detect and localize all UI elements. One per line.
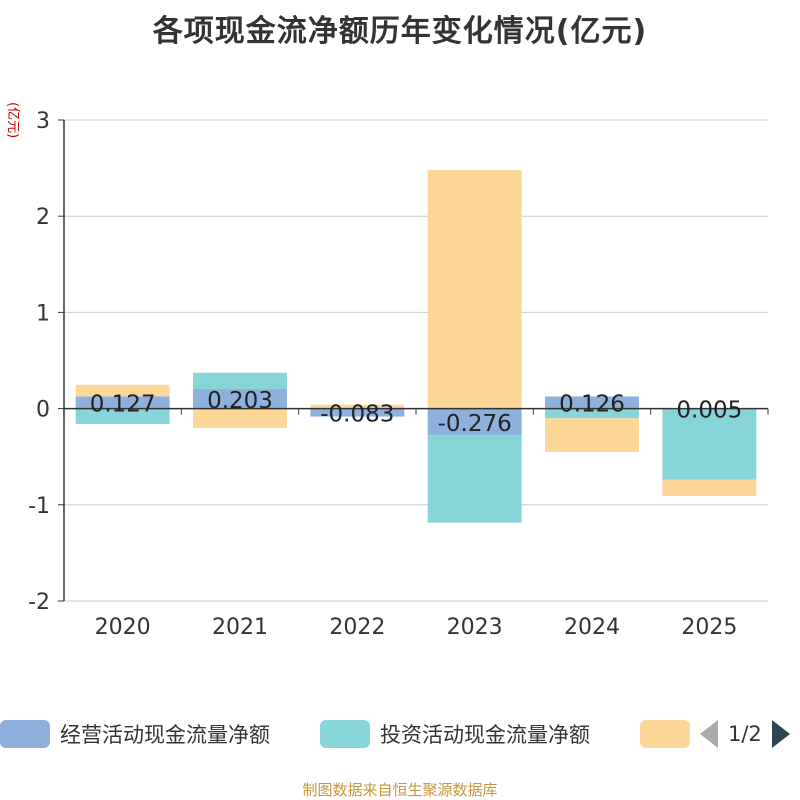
bar-segment-2020-series-0 (75, 396, 170, 409)
y-tick-label: 1 (36, 301, 50, 326)
x-tick-label: 2022 (329, 615, 385, 640)
bar-segment-2022-series-2 (310, 404, 405, 408)
y-tick-label: 2 (36, 205, 50, 230)
legend-swatch-third-series (640, 720, 690, 748)
legend-item-third-series[interactable] (640, 718, 700, 750)
data-label-2024: 0.126 (559, 392, 625, 418)
bar-segment-2021-series-1 (193, 372, 287, 390)
data-label-2022: -0.083 (320, 402, 394, 428)
legend-label-investing: 投资活动现金流量净额 (380, 723, 590, 747)
legend-pager: 1/2 (700, 718, 790, 750)
legend-item-operating[interactable]: 经营活动现金流量净额 (0, 718, 270, 750)
data-label-2020: 0.127 (90, 391, 156, 417)
y-tick-label: 3 (36, 109, 50, 134)
chevron-left-icon[interactable] (700, 720, 718, 748)
x-tick-label: 2025 (681, 615, 737, 640)
bar-segment-2024-series-1 (545, 408, 639, 419)
y-tick-label: 0 (36, 398, 50, 423)
x-tick-label: 2020 (95, 615, 151, 640)
legend-page-indicator: 1/2 (728, 722, 762, 746)
data-label-2025: 0.005 (676, 397, 742, 423)
bar-segment-2024-series-2 (545, 418, 639, 452)
x-tick-label: 2021 (212, 615, 268, 640)
bar-segment-2025-series-2 (662, 479, 757, 497)
x-tick-label: 2024 (564, 615, 620, 640)
y-tick-label: -2 (28, 590, 50, 615)
chart-title: 各项现金流净额历年变化情况(亿元) (152, 14, 648, 49)
bar-segment-2023-series-2 (427, 170, 522, 409)
data-source-note: 制图数据来自恒生聚源数据库 (302, 781, 498, 799)
stacked-bar-chart: 3 2 1 0 -1 -2 2020 2021 2022 2023 2024 2025 0.127 0.2… (28, 109, 769, 640)
bar-segment-2020-series-2 (75, 384, 170, 397)
legend-label-operating: 经营活动现金流量净额 (60, 723, 270, 747)
y-tick-label: -1 (28, 494, 50, 519)
bar-segment-2021-series-0 (193, 389, 287, 409)
data-label-2023: -0.276 (438, 411, 512, 437)
bar-segment-2023-series-1 (427, 435, 522, 523)
chevron-right-icon[interactable] (771, 720, 790, 748)
legend-swatch-investing (320, 720, 370, 748)
bar-segment-2024-series-0 (545, 396, 639, 409)
bar-segment-2020-series-1 (75, 408, 170, 424)
bar-segment-2021-series-2 (193, 408, 287, 428)
data-label-2021: 0.203 (207, 388, 273, 414)
legend: 经营活动现金流量净额 投资活动现金流量净额 1/2 (0, 714, 800, 754)
legend-swatch-operating (0, 720, 50, 748)
bar-segment-2022-series-0 (310, 408, 405, 417)
bar-segment-2025-series-1 (662, 408, 757, 480)
x-tick-label: 2023 (447, 615, 503, 640)
legend-item-investing[interactable]: 投资活动现金流量净额 (320, 718, 590, 750)
bar-segment-2023-series-0 (427, 408, 522, 436)
